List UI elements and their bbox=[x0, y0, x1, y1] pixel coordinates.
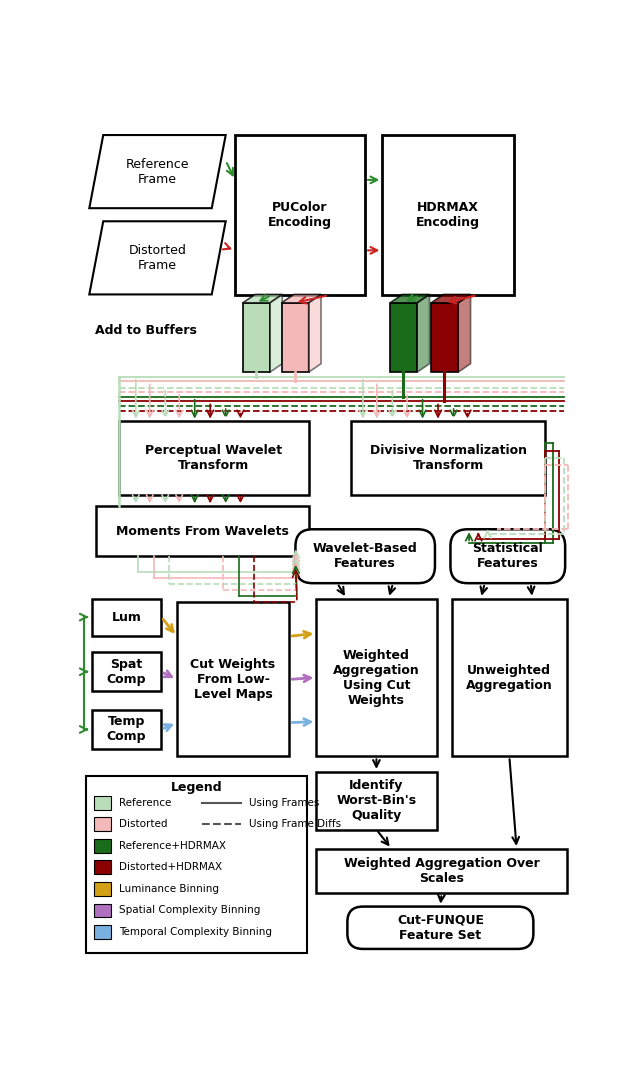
Text: Reference: Reference bbox=[119, 798, 171, 808]
Text: Temp
Comp: Temp Comp bbox=[107, 715, 147, 743]
FancyBboxPatch shape bbox=[351, 421, 545, 495]
Text: Spat
Comp: Spat Comp bbox=[107, 657, 147, 685]
FancyBboxPatch shape bbox=[94, 882, 111, 896]
FancyBboxPatch shape bbox=[94, 839, 111, 853]
FancyBboxPatch shape bbox=[316, 848, 566, 894]
FancyBboxPatch shape bbox=[390, 303, 417, 373]
FancyBboxPatch shape bbox=[94, 903, 111, 917]
Polygon shape bbox=[431, 294, 470, 303]
Text: Unweighted
Aggregation: Unweighted Aggregation bbox=[466, 664, 553, 692]
Text: Identify
Worst-Bin's
Quality: Identify Worst-Bin's Quality bbox=[337, 780, 417, 823]
Text: Distorted: Distorted bbox=[119, 819, 167, 829]
Polygon shape bbox=[243, 294, 282, 303]
FancyBboxPatch shape bbox=[243, 303, 270, 373]
Text: Distorted
Frame: Distorted Frame bbox=[129, 244, 186, 272]
Text: PUColor
Encoding: PUColor Encoding bbox=[268, 201, 332, 229]
FancyBboxPatch shape bbox=[94, 860, 111, 874]
Polygon shape bbox=[90, 221, 226, 294]
FancyBboxPatch shape bbox=[316, 598, 436, 756]
FancyBboxPatch shape bbox=[452, 598, 566, 756]
Text: Add to Buffers: Add to Buffers bbox=[95, 324, 197, 337]
Text: Legend: Legend bbox=[171, 782, 223, 795]
Text: Divisive Normalization
Transform: Divisive Normalization Transform bbox=[370, 444, 527, 473]
Text: Cut-FUNQUE
Feature Set: Cut-FUNQUE Feature Set bbox=[397, 914, 484, 942]
Text: Reference+HDRMAX: Reference+HDRMAX bbox=[119, 841, 226, 851]
FancyBboxPatch shape bbox=[95, 506, 308, 556]
Text: Reference
Frame: Reference Frame bbox=[125, 158, 189, 186]
Text: Using Frames: Using Frames bbox=[249, 798, 319, 808]
FancyBboxPatch shape bbox=[92, 598, 161, 636]
Polygon shape bbox=[458, 294, 470, 373]
Polygon shape bbox=[270, 294, 282, 373]
Text: Lum: Lum bbox=[111, 610, 141, 624]
FancyBboxPatch shape bbox=[92, 653, 161, 691]
Polygon shape bbox=[282, 294, 321, 303]
Text: Moments From Wavelets: Moments From Wavelets bbox=[116, 525, 289, 538]
Text: Weighted
Aggregation
Using Cut
Weights: Weighted Aggregation Using Cut Weights bbox=[333, 649, 420, 707]
FancyBboxPatch shape bbox=[94, 925, 111, 939]
FancyBboxPatch shape bbox=[296, 529, 435, 583]
Text: Statistical
Features: Statistical Features bbox=[472, 542, 543, 570]
Text: Perceptual Wavelet
Transform: Perceptual Wavelet Transform bbox=[145, 444, 282, 473]
Text: Wavelet-Based
Features: Wavelet-Based Features bbox=[313, 542, 417, 570]
Text: Using Frame Diffs: Using Frame Diffs bbox=[249, 819, 341, 829]
FancyBboxPatch shape bbox=[282, 303, 308, 373]
FancyBboxPatch shape bbox=[177, 603, 289, 756]
Text: Distorted+HDRMAX: Distorted+HDRMAX bbox=[119, 862, 222, 872]
FancyBboxPatch shape bbox=[86, 775, 307, 953]
Text: Spatial Complexity Binning: Spatial Complexity Binning bbox=[119, 905, 260, 915]
FancyBboxPatch shape bbox=[94, 817, 111, 831]
Text: HDRMAX
Encoding: HDRMAX Encoding bbox=[416, 201, 480, 229]
Text: Cut Weights
From Low-
Level Maps: Cut Weights From Low- Level Maps bbox=[191, 658, 276, 701]
FancyBboxPatch shape bbox=[348, 906, 533, 949]
Polygon shape bbox=[417, 294, 429, 373]
Text: Temporal Complexity Binning: Temporal Complexity Binning bbox=[119, 927, 272, 937]
FancyBboxPatch shape bbox=[119, 421, 308, 495]
FancyBboxPatch shape bbox=[451, 529, 565, 583]
FancyBboxPatch shape bbox=[92, 710, 161, 749]
FancyBboxPatch shape bbox=[316, 772, 436, 829]
Polygon shape bbox=[90, 135, 226, 208]
Polygon shape bbox=[390, 294, 429, 303]
FancyBboxPatch shape bbox=[382, 135, 514, 295]
FancyBboxPatch shape bbox=[431, 303, 458, 373]
FancyBboxPatch shape bbox=[94, 796, 111, 810]
Text: Weighted Aggregation Over
Scales: Weighted Aggregation Over Scales bbox=[344, 857, 540, 885]
FancyBboxPatch shape bbox=[235, 135, 365, 295]
Polygon shape bbox=[308, 294, 321, 373]
Text: Luminance Binning: Luminance Binning bbox=[119, 884, 219, 894]
